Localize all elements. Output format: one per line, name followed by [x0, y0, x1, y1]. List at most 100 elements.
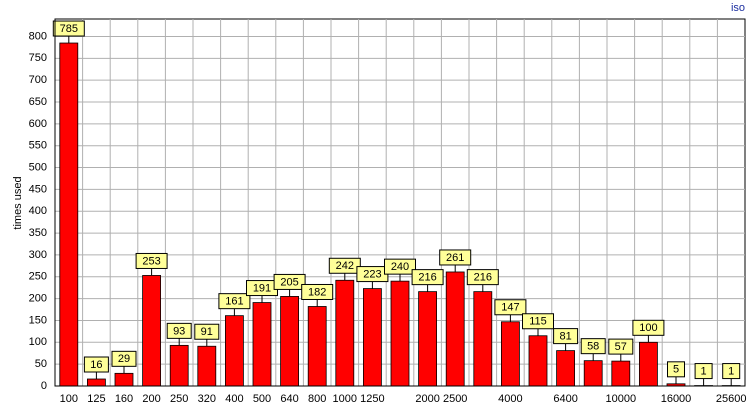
y-tick-label: 50: [35, 358, 47, 370]
y-tick-label: 800: [29, 30, 47, 42]
y-tick-label: 250: [29, 271, 47, 283]
x-tick-label: 100: [60, 393, 78, 405]
label-box: [553, 328, 579, 345]
label-box: [111, 350, 137, 367]
y-tick-label: 750: [29, 52, 47, 64]
bar: [445, 271, 465, 387]
data-label: 223: [363, 268, 381, 280]
bar: [500, 321, 520, 387]
label-box: [411, 269, 444, 286]
bar: [224, 315, 244, 387]
x-tick-label: 160: [115, 393, 133, 405]
label-box: [194, 323, 220, 340]
y-tick-label: 100: [29, 336, 47, 348]
label-box: [218, 293, 251, 310]
bar: [87, 378, 106, 387]
data-label: 161: [225, 296, 243, 308]
bar: [307, 306, 327, 387]
data-label: 5: [673, 364, 679, 376]
bar: [335, 279, 355, 387]
label-box: [667, 361, 685, 378]
data-label: 1: [728, 365, 734, 377]
x-tick-label: 1250: [360, 393, 384, 405]
bar: [280, 296, 300, 387]
label-box: [494, 299, 527, 316]
bar: [390, 280, 410, 387]
x-tick-label: 640: [280, 393, 298, 405]
data-label: 115: [529, 316, 547, 328]
data-label: 100: [639, 322, 657, 334]
bar: [142, 275, 162, 387]
data-label: 1: [701, 365, 707, 377]
y-tick-label: 400: [29, 205, 47, 217]
bar: [611, 360, 631, 387]
x-tick-label: 2000: [415, 393, 439, 405]
x-tick-label: 10000: [606, 393, 637, 405]
x-tick-label: 800: [308, 393, 326, 405]
data-label: 785: [60, 23, 78, 35]
data-label: 57: [615, 341, 627, 353]
y-tick-label: 300: [29, 249, 47, 261]
bar: [252, 302, 272, 387]
bar: [169, 344, 189, 387]
label-box: [83, 356, 109, 373]
y-tick-label: 700: [29, 74, 47, 86]
label-box: [52, 20, 85, 37]
y-axis-label: times used: [12, 176, 24, 229]
x-tick-label: 2500: [443, 393, 467, 405]
label-box: [439, 249, 472, 266]
bar: [473, 291, 493, 387]
bar: [639, 341, 658, 387]
data-label: 240: [391, 261, 409, 273]
y-tick-label: 0: [41, 380, 47, 392]
data-label: 205: [280, 276, 298, 288]
label-box: [722, 363, 741, 380]
label-box: [632, 319, 665, 336]
label-box: [466, 269, 499, 286]
bar: [59, 42, 79, 387]
data-label: 93: [173, 325, 185, 337]
label-box: [608, 338, 634, 355]
y-tick-label: 450: [29, 183, 47, 195]
label-box: [135, 252, 168, 269]
label-box: [522, 313, 554, 330]
data-label: 191: [253, 282, 271, 294]
data-label: 216: [474, 272, 492, 284]
x-tick-label: 6400: [553, 393, 577, 405]
x-tick-label: 500: [253, 393, 271, 405]
x-tick-label: 25600: [716, 393, 747, 405]
bar: [583, 360, 603, 387]
y-tick-label: 650: [29, 96, 47, 108]
data-label: 216: [418, 272, 436, 284]
label-box: [301, 283, 334, 300]
x-tick-label: 125: [87, 393, 105, 405]
label-box: [384, 258, 416, 275]
x-tick-label: 320: [198, 393, 216, 405]
data-label: 81: [559, 331, 571, 343]
label-box: [328, 257, 361, 274]
y-tick-label: 150: [29, 314, 47, 326]
bar: [528, 335, 548, 387]
data-label: 29: [118, 353, 130, 365]
x-tick-label: 16000: [661, 393, 692, 405]
label-box: [580, 338, 606, 355]
label-box: [166, 322, 192, 339]
bar: [197, 345, 217, 387]
y-tick-label: 550: [29, 140, 47, 152]
data-label: 261: [446, 252, 464, 264]
data-label: 16: [90, 359, 102, 371]
y-tick-label: 200: [29, 293, 47, 305]
y-tick-label: 600: [29, 118, 47, 130]
data-label: 147: [501, 302, 519, 314]
label-box: [273, 273, 306, 290]
corner-label: iso: [731, 2, 745, 14]
bar: [362, 288, 382, 387]
data-label: 91: [201, 326, 213, 338]
x-tick-label: 1000: [333, 393, 357, 405]
data-label: 242: [336, 260, 354, 272]
data-label: 58: [587, 341, 599, 353]
bar: [556, 350, 575, 387]
data-label: 182: [308, 286, 326, 298]
data-label: 253: [142, 255, 160, 267]
